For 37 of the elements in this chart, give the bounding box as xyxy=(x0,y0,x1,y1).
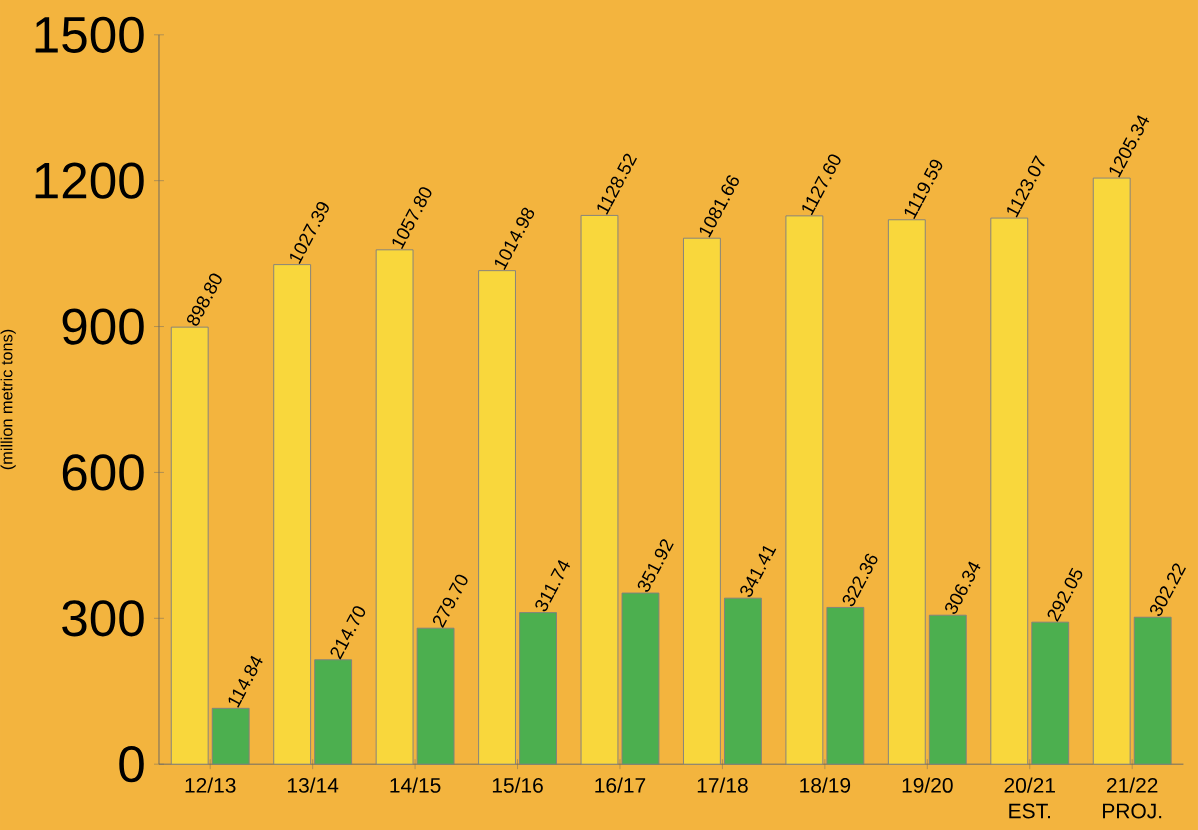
bar xyxy=(375,249,414,765)
bar xyxy=(519,611,557,765)
bar xyxy=(785,215,824,765)
x-tick-label: 21/22 PROJ. xyxy=(1103,777,1162,819)
y-tick-label: 1200 xyxy=(35,162,144,199)
bar xyxy=(1133,616,1172,765)
bar xyxy=(273,263,312,765)
y-tick-label: 1500 xyxy=(35,16,144,53)
bar xyxy=(990,217,1029,765)
bar xyxy=(211,707,250,765)
y-tick-label: 600 xyxy=(62,454,144,491)
bar xyxy=(887,219,926,765)
bar xyxy=(170,326,209,765)
x-tick-label: 17/18 xyxy=(697,777,748,793)
x-tick-label: 19/20 xyxy=(902,777,953,793)
y-tick-label: 0 xyxy=(119,745,144,783)
bar xyxy=(580,214,619,765)
bar xyxy=(928,614,967,765)
x-tick-label: 13/14 xyxy=(288,777,339,793)
y-tick-label: 300 xyxy=(62,599,144,637)
x-tick-label: 12/13 xyxy=(185,777,236,793)
bar xyxy=(724,597,762,765)
x-tick-label: 20/21 EST. xyxy=(1004,777,1055,819)
x-tick-label: 18/19 xyxy=(800,777,851,793)
bar xyxy=(314,659,353,765)
bar xyxy=(416,627,455,765)
x-tick-label: 16/17 xyxy=(595,777,646,793)
x-tick-label: 15/16 xyxy=(492,777,543,793)
bar xyxy=(621,592,660,765)
bar xyxy=(826,606,865,765)
y-tick-label: 900 xyxy=(62,308,144,345)
y-axis-title: (million metric tons) xyxy=(0,329,16,469)
bar xyxy=(478,269,516,765)
bar xyxy=(1092,177,1131,765)
bar xyxy=(1031,621,1070,765)
bar xyxy=(683,237,721,765)
x-tick-label: 14/15 xyxy=(390,777,441,793)
